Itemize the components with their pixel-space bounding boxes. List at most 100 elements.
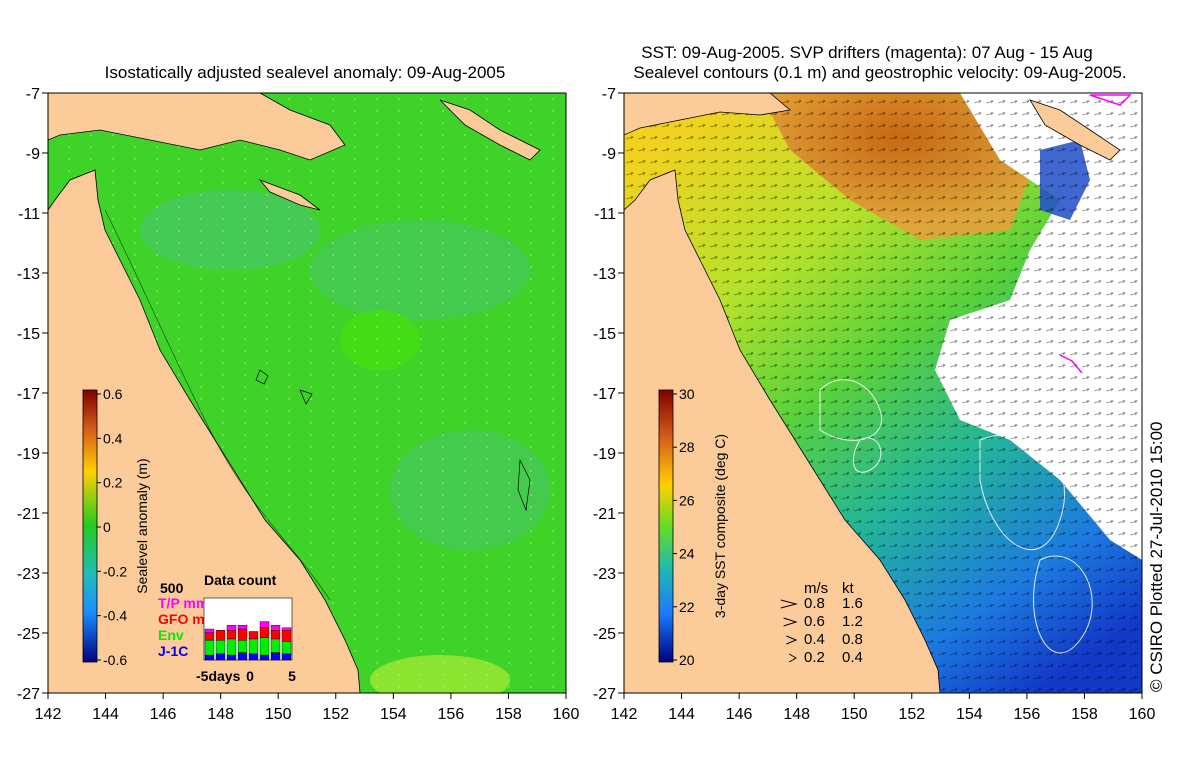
colorbar-tick-label: -0.4 xyxy=(103,608,127,624)
lat-tick-label: -11 xyxy=(18,206,40,223)
sla-colorbar-gradient xyxy=(82,389,98,663)
data-count-bar-segment xyxy=(237,652,248,661)
lat-tick-label: -25 xyxy=(593,626,616,643)
sst-map xyxy=(624,93,1142,693)
data-count-bars xyxy=(204,621,292,661)
data-count-bar-segment xyxy=(204,632,215,641)
velocity-ms-value: 0.4 xyxy=(804,631,825,648)
data-count-bar-segment xyxy=(270,652,281,661)
lat-tick-label: -19 xyxy=(593,446,616,463)
lat-tick-label: -15 xyxy=(17,326,40,343)
land-png xyxy=(48,93,346,161)
land-islands xyxy=(258,179,321,211)
sla-colorbar: 0.6 0.4 0.2 0 -0.2 -0.4 -0.6 Sealevel anomaly … xyxy=(82,386,150,668)
data-count-bar-segment xyxy=(259,627,270,638)
data-count-legend-item: GFO mm xyxy=(158,611,217,627)
data-count-bar-segment xyxy=(204,628,215,633)
colorbar-tick-label: 0.2 xyxy=(103,475,123,491)
right-panel-title-line2: Sealevel contours (0.1 m) and geostrophi… xyxy=(633,63,1126,82)
land-solomons xyxy=(439,99,541,161)
right-lat-axis: -7 -9 -11 -13 -15 -17 -19 -21 -23 -25 -27 xyxy=(593,86,624,703)
lat-tick-label: -27 xyxy=(17,686,40,703)
velocity-kt-value: 0.4 xyxy=(842,649,863,666)
lat-tick-label: -27 xyxy=(593,686,616,703)
data-count-max: 500 xyxy=(160,580,184,596)
data-count-bar-segment xyxy=(237,625,248,630)
land-solomons-right xyxy=(1029,99,1121,161)
lon-tick-label: 152 xyxy=(322,706,349,723)
data-count-bar-segment xyxy=(281,627,292,631)
lat-tick-label: -21 xyxy=(17,506,40,523)
sealevel-contours xyxy=(819,379,1093,654)
lon-tick-label: 144 xyxy=(668,706,695,723)
lon-tick-label: 156 xyxy=(1014,706,1041,723)
lat-tick-label: -23 xyxy=(593,566,616,583)
lon-tick-label: 160 xyxy=(1129,706,1156,723)
colorbar-tick-label: 30 xyxy=(679,386,695,402)
colorbar-tick-label: -0.6 xyxy=(103,652,127,668)
lat-tick-label: -15 xyxy=(593,326,616,343)
data-count-legend-item: T/P mm xyxy=(158,595,208,611)
lon-tick-label: 154 xyxy=(380,706,407,723)
lon-tick-label: 152 xyxy=(898,706,925,723)
data-count-bar-segment xyxy=(248,638,259,654)
lat-tick-label: -21 xyxy=(593,506,616,523)
lat-tick-label: -17 xyxy=(17,386,40,403)
lat-tick-label: -13 xyxy=(593,266,616,283)
data-count-bar-segment xyxy=(237,628,248,641)
land-png-right xyxy=(624,93,791,136)
land-australia-right xyxy=(624,93,941,693)
velocity-arrow-icon xyxy=(783,617,798,627)
velocity-arrow-icon xyxy=(786,635,798,645)
data-count-bar-segment xyxy=(270,638,281,653)
colorbar-tick-label: 0.4 xyxy=(103,430,123,446)
data-count-bar-segment xyxy=(215,639,226,654)
data-count-bar-segment xyxy=(248,653,259,661)
colorbar-tick-label: 20 xyxy=(679,652,695,668)
data-count-bar-segment xyxy=(248,631,259,640)
data-count-bar-segment xyxy=(270,625,281,631)
sst-colorbar-label: 3-day SST composite (deg C) xyxy=(712,434,728,618)
lon-tick-label: 148 xyxy=(207,706,234,723)
reef-features xyxy=(255,369,531,512)
lon-tick-label: 158 xyxy=(1071,706,1098,723)
lon-tick-label: 144 xyxy=(92,706,119,723)
data-count-bar-segment xyxy=(215,653,226,661)
velocity-kt-value: 1.2 xyxy=(842,613,863,630)
data-count-title: Data count xyxy=(204,572,277,588)
velocity-ms-value: 0.8 xyxy=(804,595,825,612)
lon-tick-label: 158 xyxy=(495,706,522,723)
data-count-legend-item: Env xyxy=(158,627,184,643)
lon-tick-label: 150 xyxy=(265,706,292,723)
sla-colorbar-ticks: 0.6 0.4 0.2 0 -0.2 -0.4 -0.6 xyxy=(97,386,127,668)
data-count-bar-segment xyxy=(226,630,237,640)
velocity-header-kt: kt xyxy=(842,580,855,597)
right-lon-axis: 142 144 146 148 150 152 154 156 158 160 xyxy=(611,693,1156,723)
svp-drifter-track xyxy=(1059,354,1083,374)
data-count-bar-segment xyxy=(215,630,226,641)
lat-tick-label: -7 xyxy=(602,86,616,103)
data-count-x-label: -5days xyxy=(196,668,241,684)
lat-tick-label: -11 xyxy=(594,206,616,223)
lon-tick-label: 146 xyxy=(150,706,177,723)
left-lon-axis: 142 144 146 148 150 152 154 156 158 160 xyxy=(35,693,579,723)
left-panel-title: Isostatically adjusted sealevel anomaly:… xyxy=(105,63,506,82)
colorbar-tick-label: -0.2 xyxy=(103,563,127,579)
lat-tick-label: -25 xyxy=(17,626,40,643)
velocity-header-ms: m/s xyxy=(804,580,828,597)
lon-tick-label: 156 xyxy=(438,706,465,723)
lon-tick-label: 146 xyxy=(726,706,753,723)
data-count-bar-segment xyxy=(281,630,292,642)
lon-tick-label: 148 xyxy=(783,706,810,723)
colorbar-tick-label: 0.6 xyxy=(103,386,123,402)
data-count-bar-segment xyxy=(270,630,281,640)
lat-tick-label: -19 xyxy=(17,446,40,463)
velocity-ms-value: 0.2 xyxy=(804,649,825,666)
svp-drifter-track xyxy=(1089,94,1132,106)
land-australia xyxy=(48,93,361,693)
data-count-legend-item: J-1C xyxy=(158,643,188,659)
sst-colorbar-gradient xyxy=(658,389,674,663)
